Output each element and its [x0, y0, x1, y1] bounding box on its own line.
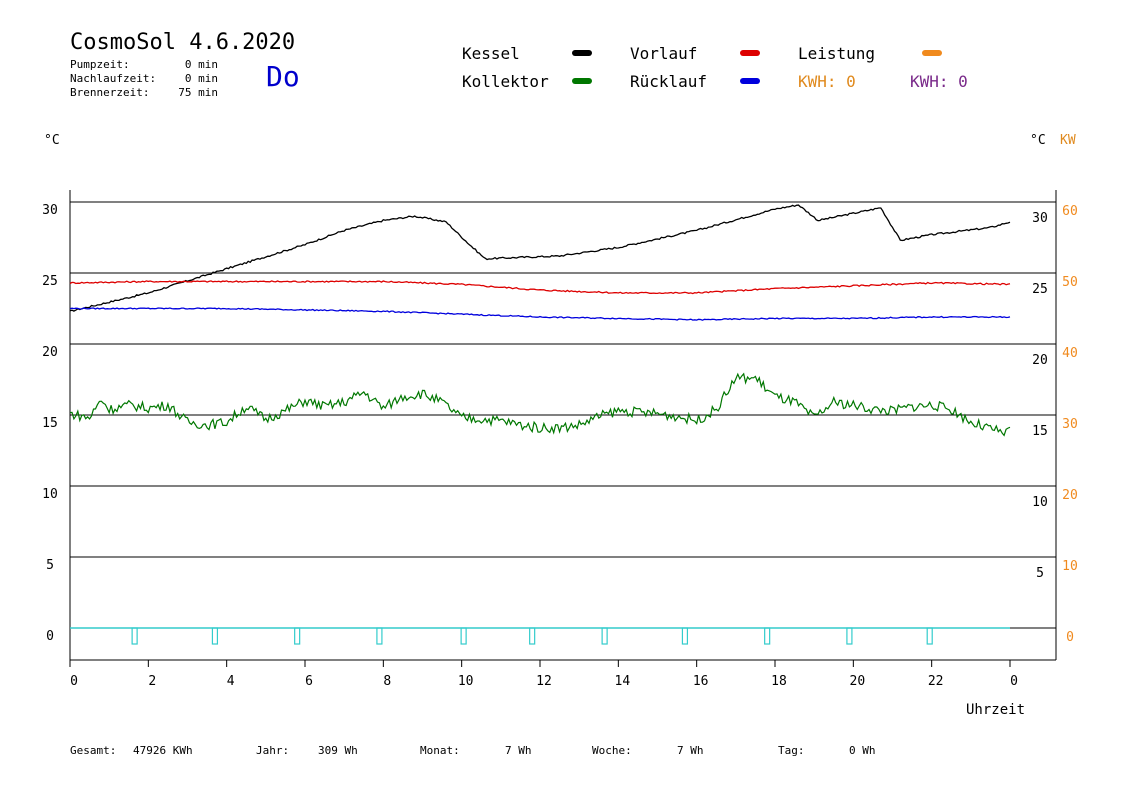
- legend-swatch-kessel: [572, 50, 592, 56]
- footer-value-gesamt: 47926 KWh: [133, 744, 193, 757]
- weekday-label: Do: [266, 60, 300, 93]
- left-unit-label: °C: [44, 133, 60, 148]
- page-title: CosmoSol 4.6.2020: [70, 30, 296, 55]
- stat-value-nachlaufzeit: 0 min: [184, 72, 218, 85]
- legend-swatch-leistung: [922, 50, 942, 56]
- footer-label-tag: Tag:: [778, 744, 805, 757]
- pump-pulse: [681, 627, 689, 645]
- y-tick-label-kw: 40: [1062, 346, 1078, 361]
- pump-pulse: [529, 627, 536, 645]
- legend-swatch-vorlauf: [740, 50, 760, 56]
- stat-label-pumpzeit: Pumpzeit:: [70, 58, 130, 71]
- y-tick-label-left: 15: [42, 416, 58, 431]
- pump-pulse: [294, 627, 301, 645]
- right-unit-label-kw: KW: [1060, 133, 1076, 148]
- pump-pulse: [131, 627, 138, 645]
- stat-value-pumpzeit: 0 min: [184, 58, 218, 71]
- x-tick-label: 8: [383, 674, 391, 689]
- footer-value-tag: 0 Wh: [849, 744, 876, 757]
- series-line-kollektor: [69, 372, 1011, 437]
- legend-label-ruecklauf: Rücklauf: [630, 72, 708, 91]
- x-tick-label: 16: [693, 674, 709, 689]
- pump-pulse: [460, 627, 467, 645]
- x-tick-label: 4: [227, 674, 235, 689]
- footer-value-woche: 7 Wh: [677, 744, 704, 757]
- x-tick-label: 22: [928, 674, 944, 689]
- series-line-ruecklauf: [69, 307, 1011, 321]
- footer-value-monat: 7 Wh: [505, 744, 532, 757]
- y-tick-label-left: 10: [42, 487, 58, 502]
- y-tick-label-kw: 50: [1062, 275, 1078, 290]
- footer-label-monat: Monat:: [420, 744, 460, 757]
- footer-label-woche: Woche:: [592, 744, 632, 757]
- y-tick-label-right: 20: [1032, 353, 1048, 368]
- x-tick-label: 18: [771, 674, 787, 689]
- pump-pulse: [211, 627, 219, 645]
- legend-label-kollektor: Kollektor: [462, 72, 549, 91]
- legend-kwh-purple: KWH: 0: [910, 72, 968, 91]
- legend-kwh-orange: KWH: 0: [798, 72, 856, 91]
- series-line-kessel: [69, 204, 1011, 312]
- y-tick-label-right: 25: [1032, 282, 1048, 297]
- legend-swatch-ruecklauf: [740, 78, 760, 84]
- y-tick-label-left: 20: [42, 345, 58, 360]
- y-tick-label-kw: 30: [1062, 417, 1078, 432]
- x-tick-label: 20: [850, 674, 866, 689]
- series-line-vorlauf: [69, 280, 1011, 295]
- legend-label-leistung: Leistung: [798, 44, 876, 63]
- footer-label-gesamt: Gesamt:: [70, 744, 117, 757]
- y-tick-label-kw: 20: [1062, 488, 1078, 503]
- y-tick-label-right: 10: [1032, 495, 1048, 510]
- y-tick-label-left: 25: [42, 274, 58, 289]
- legend-swatch-kollektor: [572, 78, 592, 84]
- pump-pulse: [601, 627, 608, 645]
- legend-label-vorlauf: Vorlauf: [630, 44, 698, 63]
- footer-label-jahr: Jahr:: [256, 744, 290, 757]
- legend-label-kessel: Kessel: [462, 44, 520, 63]
- stat-label-brennerzeit: Brennerzeit:: [70, 86, 150, 99]
- x-tick-label: 10: [458, 674, 474, 689]
- pump-pulse: [376, 627, 383, 645]
- y-tick-label-left: 30: [42, 203, 58, 218]
- y-tick-label-kw: 10: [1062, 559, 1078, 574]
- y-tick-label-right: 15: [1032, 424, 1048, 439]
- right-unit-label: °C: [1030, 133, 1046, 148]
- x-tick-label: 12: [536, 674, 552, 689]
- stat-value-brennerzeit: 75 min: [178, 86, 218, 99]
- y-tick-label-kw: 0: [1066, 630, 1074, 645]
- y-tick-label-left: 0: [46, 629, 54, 644]
- x-tick-label: 2: [148, 674, 156, 689]
- pump-pulse: [846, 627, 853, 645]
- pump-pulse: [926, 627, 933, 645]
- footer-value-jahr: 309 Wh: [318, 744, 358, 757]
- x-tick-label: 6: [305, 674, 313, 689]
- y-tick-label-right: 5: [1036, 566, 1044, 581]
- x-tick-label: 0: [1010, 674, 1018, 689]
- y-tick-label-left: 5: [46, 558, 54, 573]
- stat-label-nachlaufzeit: Nachlaufzeit:: [70, 72, 157, 85]
- x-tick-label: 0: [70, 674, 78, 689]
- x-axis-label: Uhrzeit: [966, 702, 1025, 718]
- y-tick-label-kw: 60: [1062, 204, 1078, 219]
- pump-pulse: [764, 627, 771, 645]
- y-tick-label-right: 30: [1032, 211, 1048, 226]
- x-tick-label: 14: [615, 674, 631, 689]
